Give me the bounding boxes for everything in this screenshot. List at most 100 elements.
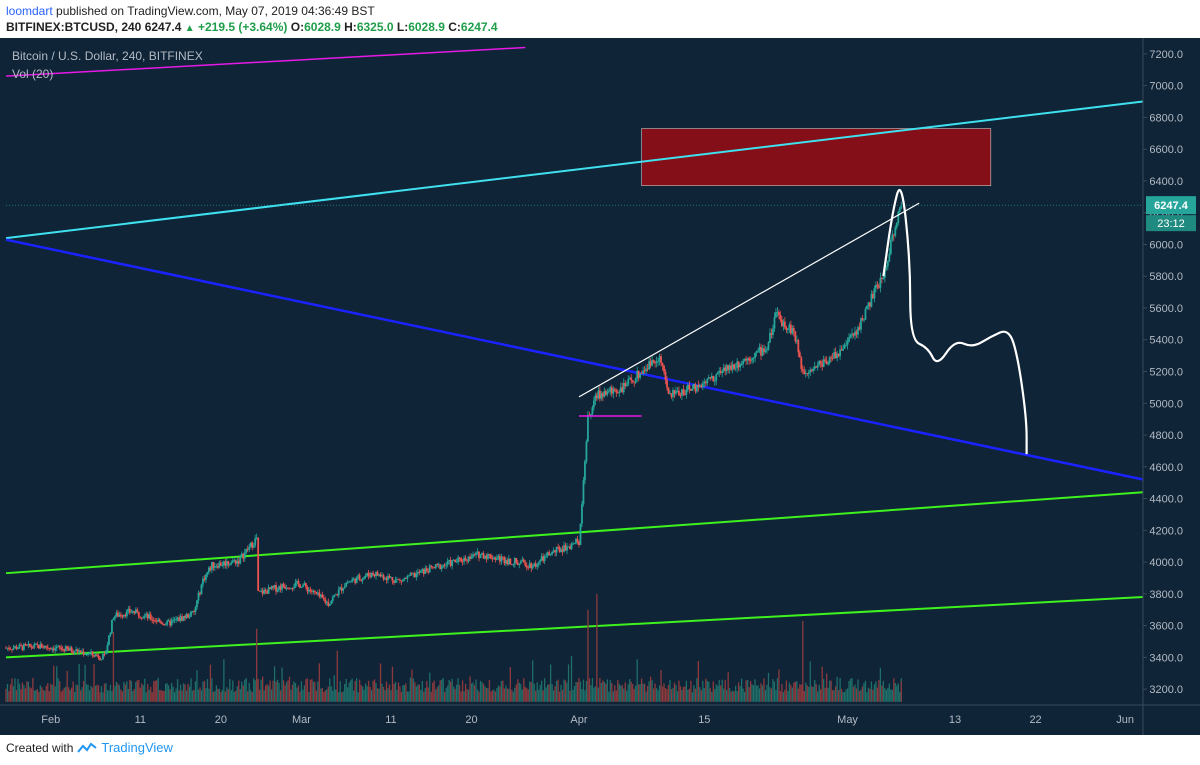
high-label: H: [344, 20, 357, 34]
candle-body [219, 562, 222, 566]
candle-body [342, 588, 345, 591]
y-tick-label: 5000.0 [1149, 398, 1183, 410]
y-tick-label: 5800.0 [1149, 271, 1183, 283]
x-tick-label: Jun [1116, 714, 1134, 726]
candle-body [710, 376, 713, 378]
candle-body [114, 616, 116, 619]
candle-body [24, 644, 27, 645]
candle-body [57, 646, 60, 648]
candle-body [366, 573, 368, 576]
candle-body [379, 574, 382, 577]
candle-body [464, 557, 467, 560]
candle-body [857, 327, 859, 335]
candle-body [293, 587, 295, 589]
candle-body [336, 594, 339, 596]
footer: Created with TradingView [6, 740, 173, 755]
candle-body [886, 261, 889, 267]
candle-body [255, 537, 258, 539]
candle-body [284, 586, 286, 589]
candle-body [745, 358, 747, 361]
candle-body [540, 556, 543, 561]
candle-body [269, 587, 272, 590]
candle-body [869, 302, 871, 307]
candle-body [88, 653, 91, 655]
candle-body [443, 564, 446, 566]
candle-body [524, 562, 527, 566]
candle-body [346, 582, 349, 584]
candle-body [828, 357, 831, 364]
candle-body [822, 359, 825, 367]
candle-body [288, 588, 291, 590]
candle-body [64, 646, 67, 652]
candle-body [30, 646, 33, 648]
projection-drawing [882, 189, 1028, 455]
candle-body [112, 618, 115, 620]
candle-body [96, 654, 98, 656]
candle-body [855, 331, 858, 335]
low-label: L: [396, 20, 409, 34]
candle-body [343, 586, 346, 589]
candle-body [15, 646, 18, 650]
candle-body [570, 544, 573, 549]
candle-body [133, 611, 136, 614]
candle-body [740, 364, 743, 365]
chart-area[interactable]: 3200.0 3400.0 3600.0 3800.0 4000.0 4200.0 4400… [0, 38, 1200, 735]
candle-body [187, 614, 189, 618]
candle-body [652, 360, 655, 363]
candle-body [615, 389, 618, 393]
candle-body [716, 372, 719, 375]
candle-body [876, 284, 879, 287]
candle-body [528, 563, 531, 568]
candle-body [709, 377, 712, 379]
candle-body [669, 393, 671, 394]
candle-body [882, 277, 885, 279]
candle-body [36, 643, 39, 646]
candle-body [715, 374, 718, 381]
candle-body [737, 361, 740, 368]
candle-body [9, 649, 12, 650]
candle-body [337, 589, 340, 596]
candle-body [164, 624, 167, 626]
candle-body [631, 380, 634, 382]
candle-body [718, 370, 721, 373]
candle-body [421, 569, 424, 571]
candle-body [466, 559, 468, 562]
candle-body [315, 592, 318, 594]
candle-body [306, 586, 309, 592]
candle-body [27, 643, 30, 646]
candle-body [622, 383, 625, 393]
candle-body [209, 567, 212, 571]
candle-body [582, 480, 585, 504]
candle-body [161, 623, 164, 625]
candle-body [819, 360, 822, 364]
y-tick-label: 4400.0 [1149, 494, 1183, 506]
candle-body [646, 368, 649, 370]
price-change: +219.5 (+3.64%) [198, 20, 288, 34]
candle-body [239, 556, 242, 564]
candle-body [900, 206, 903, 208]
candle-body [657, 361, 659, 362]
countdown-box [1146, 215, 1196, 232]
candle-body [592, 400, 595, 408]
candle-body [391, 577, 394, 581]
candle-body [373, 574, 376, 577]
candle-body [604, 391, 607, 395]
candle-body [482, 553, 485, 559]
candle-body [521, 559, 524, 562]
candle-body [172, 619, 175, 621]
candle-body [236, 560, 239, 564]
candle-body [898, 207, 901, 212]
candle-body [48, 648, 51, 649]
tradingview-brand[interactable]: TradingView [101, 740, 173, 755]
price-chart[interactable]: 3200.0 3400.0 3600.0 3800.0 4000.0 4200.0 4400… [0, 38, 1200, 735]
candle-body [399, 579, 401, 581]
candle-body [125, 610, 128, 617]
candle-body [536, 564, 539, 567]
author-link[interactable]: loomdart [6, 4, 53, 18]
candle-body [455, 562, 458, 563]
candle-body [782, 321, 785, 327]
candle-body [727, 365, 730, 370]
x-tick-label: May [837, 714, 858, 726]
candle-body [182, 616, 185, 621]
candle-body [603, 391, 606, 397]
